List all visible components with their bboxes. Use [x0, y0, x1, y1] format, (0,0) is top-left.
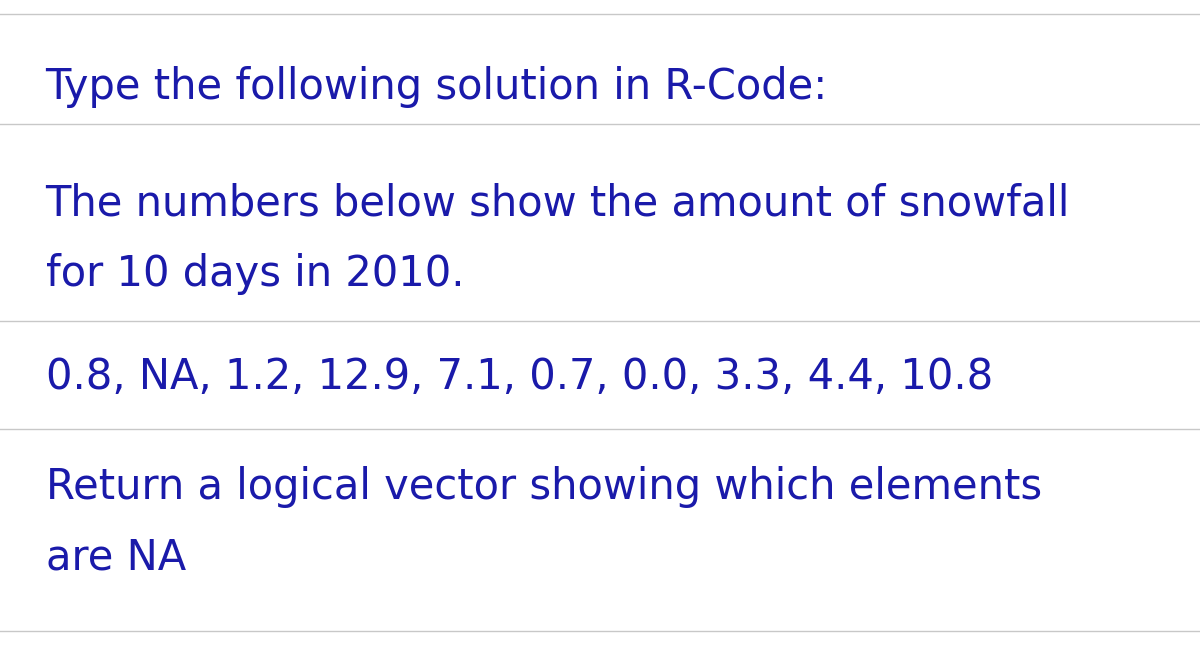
- Text: 0.8, NA, 1.2, 12.9, 7.1, 0.7, 0.0, 3.3, 4.4, 10.8: 0.8, NA, 1.2, 12.9, 7.1, 0.7, 0.0, 3.3, …: [46, 356, 992, 399]
- Text: The numbers below show the amount of snowfall: The numbers below show the amount of sno…: [46, 182, 1070, 224]
- Text: are NA: are NA: [46, 537, 186, 579]
- Text: Type the following solution in R-Code:: Type the following solution in R-Code:: [46, 66, 828, 108]
- Text: Return a logical vector showing which elements: Return a logical vector showing which el…: [46, 466, 1042, 508]
- Text: for 10 days in 2010.: for 10 days in 2010.: [46, 253, 464, 295]
